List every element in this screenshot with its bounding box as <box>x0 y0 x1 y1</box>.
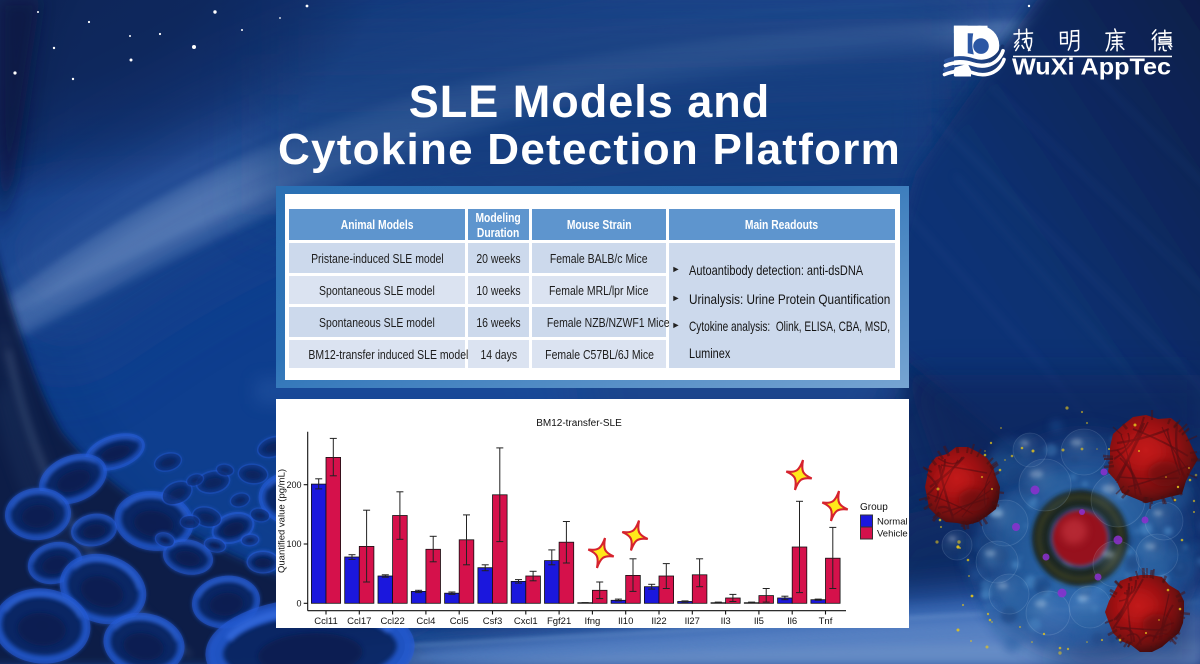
svg-text:Ccl5: Ccl5 <box>450 616 469 627</box>
svg-text:Il5: Il5 <box>754 616 764 627</box>
svg-text:Il3: Il3 <box>721 616 731 627</box>
svg-text:Quantified value (pg/mL): Quantified value (pg/mL) <box>277 469 288 573</box>
svg-text:0: 0 <box>296 599 301 609</box>
svg-text:Il10: Il10 <box>618 616 633 627</box>
svg-text:Vehicle: Vehicle <box>877 529 908 540</box>
svg-text:Tnf: Tnf <box>819 616 833 627</box>
svg-text:100: 100 <box>286 539 301 549</box>
svg-text:Cxcl1: Cxcl1 <box>514 616 538 627</box>
svg-text:Ccl17: Ccl17 <box>347 616 371 627</box>
svg-text:Group: Group <box>860 502 888 513</box>
svg-text:BM12-transfer-SLE: BM12-transfer-SLE <box>536 418 622 429</box>
svg-text:200: 200 <box>286 480 301 490</box>
svg-text:WuXi AppTec: WuXi AppTec <box>1012 54 1171 80</box>
svg-text:Fgf21: Fgf21 <box>547 616 571 627</box>
svg-text:Ccl22: Ccl22 <box>380 616 404 627</box>
svg-text:Ccl4: Ccl4 <box>416 616 435 627</box>
svg-text:Il6: Il6 <box>787 616 797 627</box>
svg-text:Ccl11: Ccl11 <box>314 616 338 627</box>
svg-text:Ifng: Ifng <box>584 616 600 627</box>
svg-text:Csf3: Csf3 <box>483 616 503 627</box>
svg-text:Il22: Il22 <box>651 616 666 627</box>
svg-text:Il27: Il27 <box>685 616 700 627</box>
svg-text:Normal: Normal <box>877 517 908 528</box>
